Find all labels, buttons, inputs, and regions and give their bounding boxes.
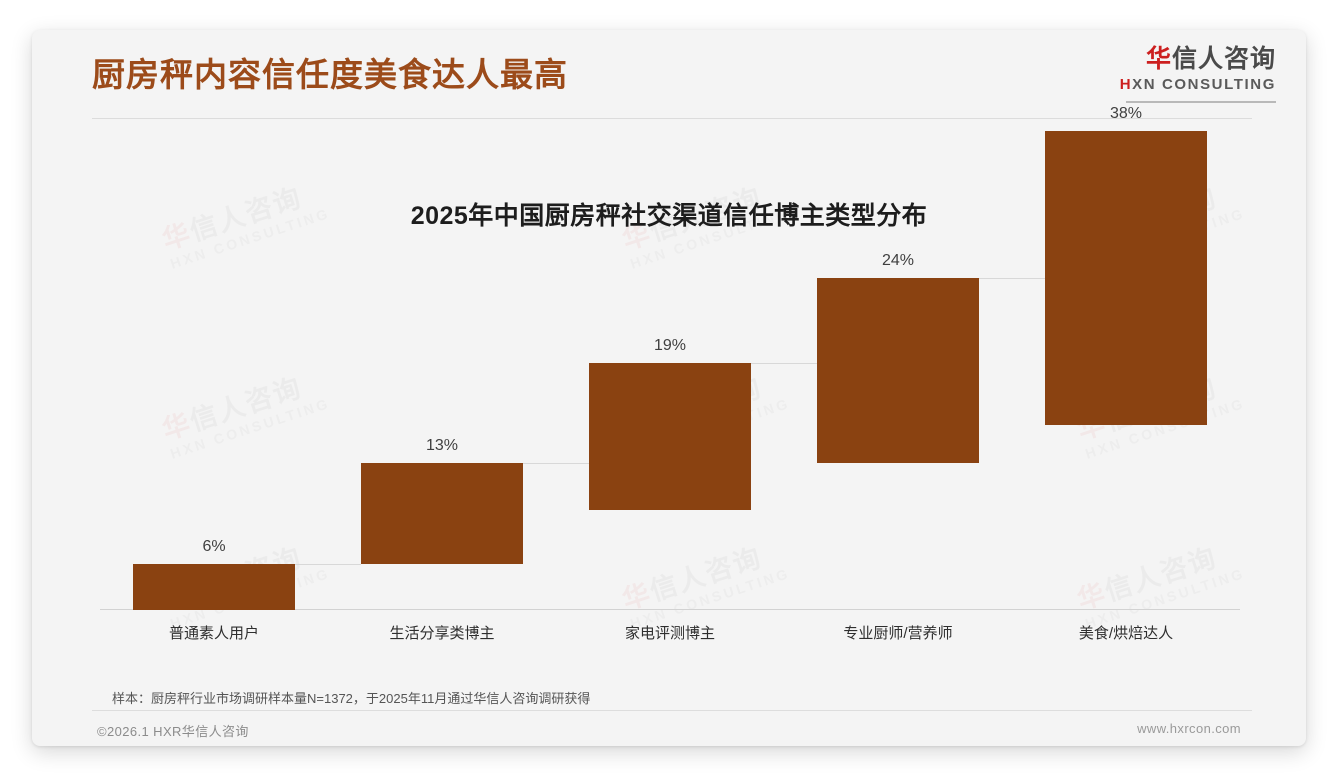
brand-logo: 华信人咨询 HXN CONSULTING xyxy=(1096,44,1276,103)
website-text: www.hxrcon.com xyxy=(1137,721,1241,736)
bar-value-label: 24% xyxy=(881,251,915,269)
slide-card: 厨房秤内容信任度美食达人最高 华信人咨询 HXN CONSULTING 华信人咨… xyxy=(32,30,1306,746)
category-label: 生活分享类博主 xyxy=(389,625,495,642)
waterfall-connector xyxy=(522,463,590,465)
bar-value-label: 38% xyxy=(1109,104,1143,122)
logo-cn-rest: 信人咨询 xyxy=(1171,45,1276,73)
chart-title: 2025年中国厨房秤社交渠道信任博主类型分布 xyxy=(410,202,928,230)
bar-value-label: 19% xyxy=(653,336,687,354)
slide-header: 厨房秤内容信任度美食达人最高 华信人咨询 HXN CONSULTING xyxy=(32,30,1306,120)
chart-bar xyxy=(361,463,523,564)
logo-chinese-text: 华信人咨询 xyxy=(1096,44,1276,74)
waterfall-connector xyxy=(294,563,362,565)
chart-bar xyxy=(589,362,751,510)
chart-bar xyxy=(133,563,295,610)
header-divider xyxy=(92,118,1252,119)
x-axis-line xyxy=(100,609,1240,610)
chart-footnote: 样本：厨房秤行业市场调研样本量N=1372，于2025年11月通过华信人咨询调研… xyxy=(112,691,591,706)
slide-footer: ©2026.1 HXR华信人咨询 www.hxrcon.com xyxy=(32,712,1306,746)
chart-plot-area: 6% 普通素人用户 13% 生活分享类博主 19% 家电评测博主 24% 专业厨师/营养师 38… xyxy=(100,105,1240,642)
page-title: 厨房秤内容信任度美食达人最高 xyxy=(92,56,568,93)
category-label: 普通素人用户 xyxy=(168,625,259,642)
logo-english-text: HXN CONSULTING xyxy=(1096,75,1276,95)
waterfall-connector xyxy=(750,362,818,364)
logo-underline xyxy=(1126,101,1276,103)
copyright-text: ©2026.1 HXR华信人咨询 xyxy=(97,724,249,739)
chart-container: 华信人咨询 HXN CONSULTING 华信人咨询 HXN CONSULTIN… xyxy=(32,105,1306,680)
chart-bar xyxy=(1045,130,1207,425)
logo-en-red-char: H xyxy=(1119,76,1133,93)
waterfall-connector xyxy=(978,277,1046,279)
footer-divider xyxy=(92,710,1252,711)
bar-value-label: 13% xyxy=(425,437,459,455)
category-label: 美食/烘焙达人 xyxy=(1078,625,1174,642)
category-label: 专业厨师/营养师 xyxy=(843,625,953,642)
logo-red-char: 华 xyxy=(1145,45,1172,73)
category-label: 家电评测博主 xyxy=(624,625,715,642)
chart-bar xyxy=(817,277,979,464)
bar-value-label: 6% xyxy=(202,537,226,555)
logo-en-rest: XN CONSULTING xyxy=(1132,76,1276,93)
